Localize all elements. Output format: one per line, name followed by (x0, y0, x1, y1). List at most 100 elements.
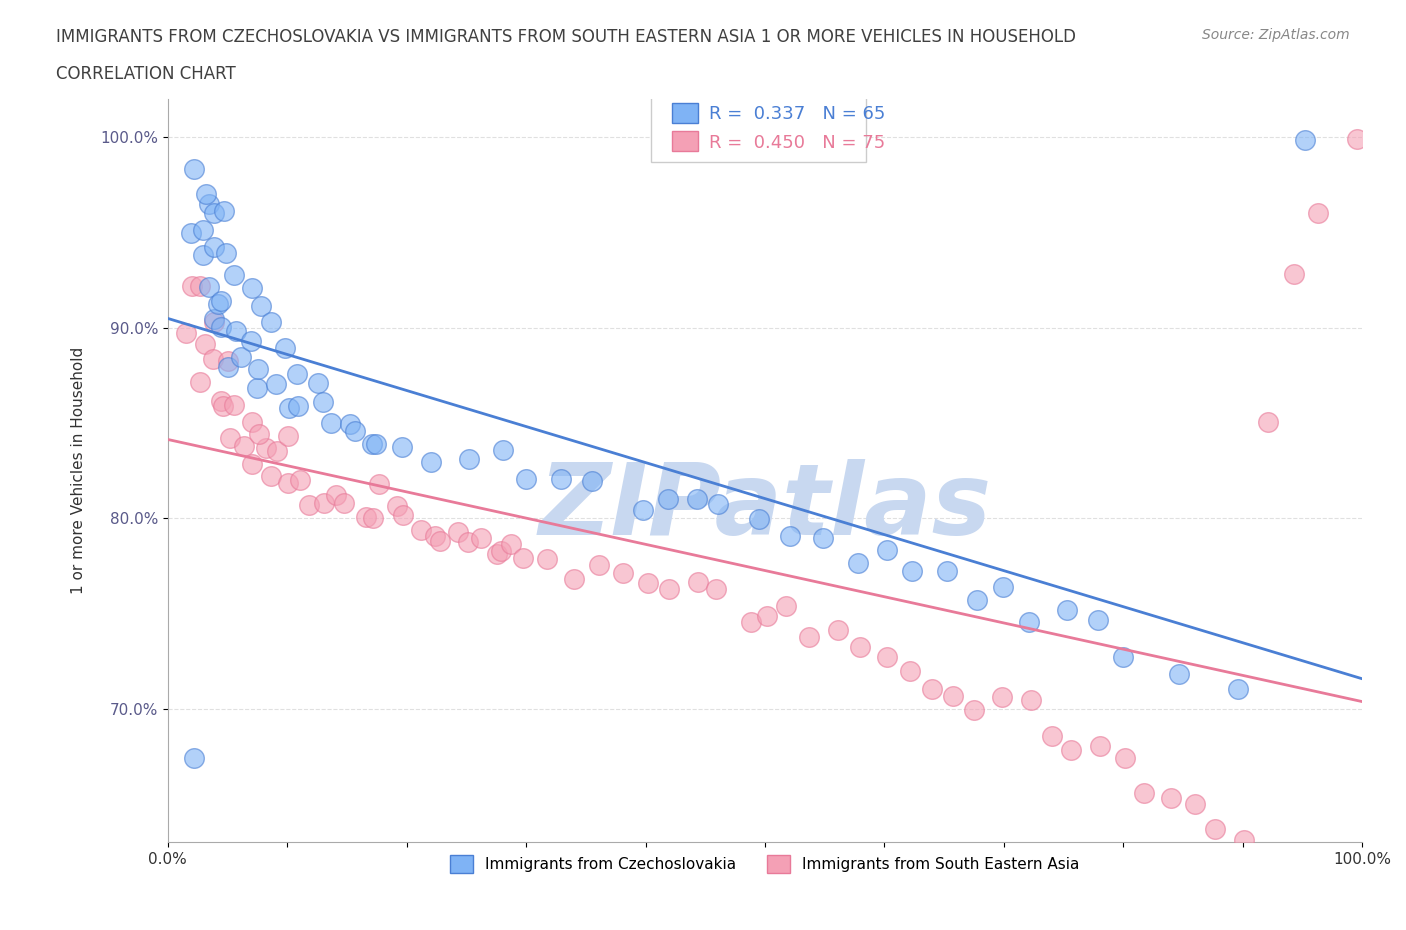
Point (209, 320, 232, 335)
Point (966, 592, 988, 607)
Point (277, 401, 299, 416)
Point (343, 423, 366, 438)
Point (707, 497, 730, 512)
Point (1019, 692, 1042, 707)
Point (1114, 751, 1136, 765)
Point (550, 472, 572, 486)
Point (307, 376, 329, 391)
Point (181, 279, 204, 294)
Point (260, 314, 283, 329)
Point (240, 280, 263, 295)
Point (658, 582, 681, 597)
Point (901, 564, 924, 578)
Point (214, 246, 236, 260)
Point (204, 314, 226, 329)
Point (501, 537, 523, 551)
Point (180, 225, 202, 240)
Point (233, 439, 256, 454)
Point (1284, 266, 1306, 281)
Point (209, 293, 232, 308)
Point (194, 337, 217, 352)
Point (217, 360, 239, 375)
Point (1088, 739, 1111, 754)
Point (274, 341, 297, 356)
Point (202, 239, 225, 254)
Point (209, 393, 232, 408)
Point (963, 703, 986, 718)
Point (1346, 132, 1368, 147)
Point (491, 544, 513, 559)
Point (250, 299, 273, 313)
Point (195, 187, 218, 202)
Point (239, 334, 262, 349)
Point (325, 488, 347, 503)
Point (1133, 786, 1156, 801)
Point (391, 439, 413, 454)
Point (898, 664, 921, 679)
Point (581, 473, 603, 488)
Point (1306, 206, 1329, 220)
Point (364, 436, 387, 451)
Point (588, 558, 610, 573)
Point (536, 551, 558, 566)
Point (1204, 821, 1226, 836)
Point (1087, 613, 1109, 628)
FancyBboxPatch shape (672, 103, 697, 123)
Point (367, 476, 389, 491)
Point (1233, 832, 1256, 847)
Point (207, 297, 229, 312)
Point (264, 377, 287, 392)
Point (222, 398, 245, 413)
Point (991, 579, 1014, 594)
Point (212, 398, 235, 413)
Point (775, 599, 797, 614)
FancyBboxPatch shape (672, 131, 697, 151)
Point (183, 162, 205, 177)
Point (492, 443, 515, 458)
Point (411, 523, 433, 538)
Point (285, 366, 308, 381)
Point (756, 609, 779, 624)
Point (429, 534, 451, 549)
Point (637, 576, 659, 591)
Point (392, 507, 415, 522)
Point (458, 451, 481, 466)
Point (748, 512, 770, 526)
Point (942, 688, 965, 703)
Point (704, 581, 727, 596)
Point (1060, 742, 1083, 757)
Point (420, 455, 443, 470)
Point (1257, 415, 1279, 430)
Point (1018, 614, 1040, 629)
Point (688, 575, 710, 590)
Point (813, 530, 835, 545)
Point (360, 437, 382, 452)
Point (1040, 729, 1063, 744)
Point (266, 444, 288, 458)
Point (512, 551, 534, 565)
Text: CORRELATION CHART: CORRELATION CHART (56, 65, 236, 83)
Point (797, 630, 820, 644)
Text: ZIPatlas: ZIPatlas (538, 459, 991, 556)
Point (217, 354, 239, 369)
Point (198, 280, 221, 295)
Point (339, 417, 361, 432)
Point (991, 690, 1014, 705)
Point (290, 472, 312, 487)
Point (321, 416, 343, 431)
Text: R =  0.450   N = 75: R = 0.450 N = 75 (709, 134, 884, 153)
Point (240, 457, 263, 472)
Point (562, 572, 585, 587)
Point (876, 542, 898, 557)
Point (1184, 797, 1206, 812)
Point (312, 496, 335, 511)
Point (1167, 667, 1189, 682)
Point (190, 279, 212, 294)
Point (361, 511, 384, 525)
Point (202, 312, 225, 326)
Point (333, 496, 356, 511)
Point (921, 682, 943, 697)
Point (224, 268, 246, 283)
Point (779, 528, 801, 543)
Point (631, 503, 654, 518)
